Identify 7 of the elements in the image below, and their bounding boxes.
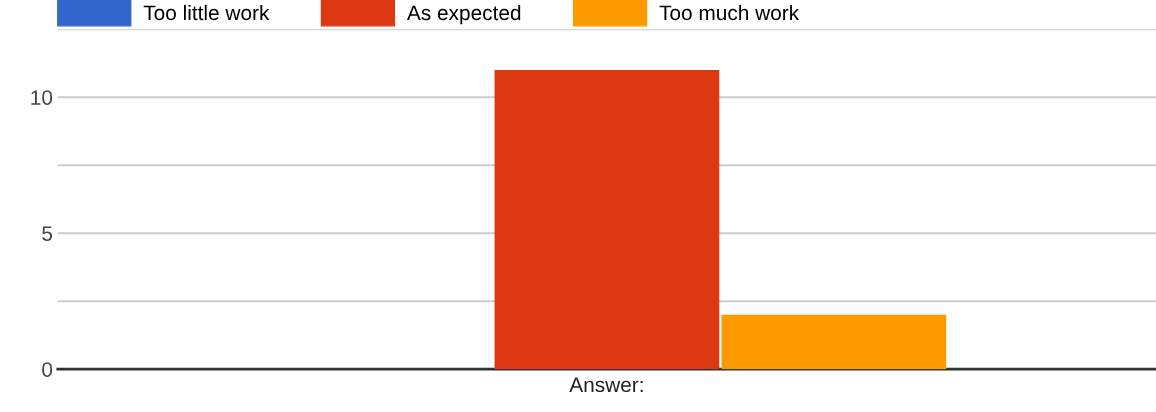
x-axis-title: Answer: bbox=[569, 377, 643, 393]
y-tick-label: 10 bbox=[31, 90, 53, 105]
legend-label: Too much work bbox=[659, 4, 800, 21]
legend-label: Too little work bbox=[143, 4, 270, 21]
y-tick-label: 0 bbox=[42, 362, 53, 377]
y-tick-label: 5 bbox=[42, 226, 53, 241]
legend-label: As expected bbox=[406, 4, 521, 25]
